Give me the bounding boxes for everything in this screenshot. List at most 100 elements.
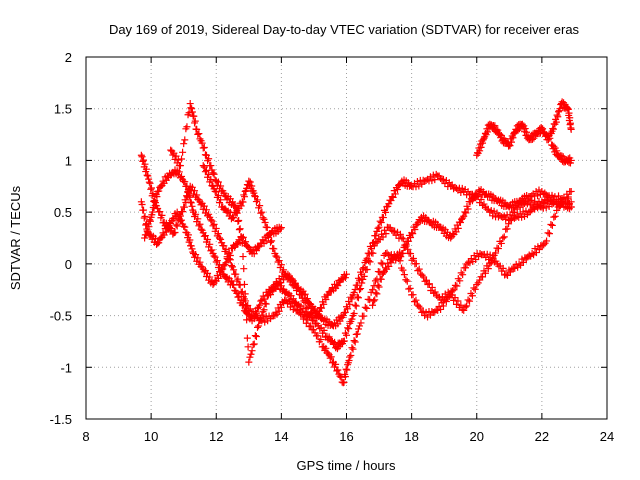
data-point (509, 134, 517, 142)
data-point (217, 271, 225, 279)
data-point (138, 200, 146, 208)
data-point (242, 308, 250, 316)
data-point (183, 182, 191, 190)
data-point (175, 210, 183, 218)
data-point (540, 241, 548, 249)
data-point (463, 302, 471, 310)
data-point (382, 208, 390, 216)
data-point (275, 257, 283, 265)
data-point (144, 172, 152, 180)
data-point (186, 100, 194, 108)
data-point (235, 217, 243, 225)
data-point (158, 211, 166, 219)
x-tick-label: 24 (600, 429, 614, 444)
data-point (234, 217, 242, 225)
data-point (515, 260, 523, 268)
data-point (238, 301, 246, 309)
data-point (377, 219, 385, 227)
data-point (234, 275, 242, 283)
data-point (425, 280, 433, 288)
data-point (274, 281, 282, 289)
data-point (180, 222, 188, 230)
data-point (411, 225, 419, 233)
data-point (374, 224, 382, 232)
data-point (137, 151, 145, 159)
data-point (196, 258, 204, 266)
data-point (564, 200, 572, 208)
data-point (366, 258, 374, 266)
data-point (348, 344, 356, 352)
data-point (359, 265, 367, 273)
data-point (200, 232, 208, 240)
data-point (303, 295, 311, 303)
data-point (260, 306, 268, 314)
data-point (461, 208, 469, 216)
data-point (447, 234, 455, 242)
data-point (241, 187, 249, 195)
data-point (307, 322, 315, 330)
data-point (181, 136, 189, 144)
data-point (332, 360, 340, 368)
data-point (192, 210, 200, 218)
data-point (507, 138, 515, 146)
data-point (547, 221, 555, 229)
data-point (184, 231, 192, 239)
data-point (222, 245, 230, 253)
data-point (263, 224, 271, 232)
data-point (200, 268, 208, 276)
data-point (260, 215, 268, 223)
data-point (145, 178, 153, 186)
data-point (142, 165, 150, 173)
data-point (246, 178, 254, 186)
data-point (406, 284, 414, 292)
data-point (240, 193, 248, 201)
data-point (396, 181, 404, 189)
data-point (310, 306, 318, 314)
data-point (473, 281, 481, 289)
data-point (428, 283, 436, 291)
data-point (217, 182, 225, 190)
data-point (180, 203, 188, 211)
data-point (344, 324, 352, 332)
data-point (156, 208, 164, 216)
data-point (548, 193, 556, 201)
data-point (450, 286, 458, 294)
data-point (464, 296, 472, 304)
data-point (409, 254, 417, 262)
data-point (178, 155, 186, 163)
data-point (486, 251, 494, 259)
data-points (137, 98, 575, 387)
tick-labels: 8 10 12 14 16 18 20 22 24 -1.5 -1 -0.5 0 0.5 1 1.5 2 (50, 50, 615, 444)
data-point (195, 130, 203, 138)
data-point (563, 104, 571, 112)
data-point (558, 152, 566, 160)
data-point (236, 225, 244, 233)
data-point (252, 309, 260, 317)
data-point (193, 125, 201, 133)
data-point (415, 302, 423, 310)
data-point (214, 191, 222, 199)
data-point (341, 308, 349, 316)
data-point (145, 175, 153, 183)
data-point (300, 291, 308, 299)
data-point (460, 306, 468, 314)
data-point (354, 294, 362, 302)
data-point (173, 222, 181, 230)
data-point (213, 257, 221, 265)
data-point (492, 249, 500, 257)
data-point (334, 366, 342, 374)
data-point (140, 156, 148, 164)
data-point (481, 269, 489, 277)
data-point (344, 305, 352, 313)
data-point (252, 198, 260, 206)
data-point (544, 136, 552, 144)
data-point (245, 177, 253, 185)
data-point (219, 265, 227, 273)
data-point (352, 302, 360, 310)
data-point (205, 210, 213, 218)
data-point (553, 111, 561, 119)
data-point (398, 234, 406, 242)
y-tick-label: 2 (65, 50, 72, 65)
data-point (221, 192, 229, 200)
